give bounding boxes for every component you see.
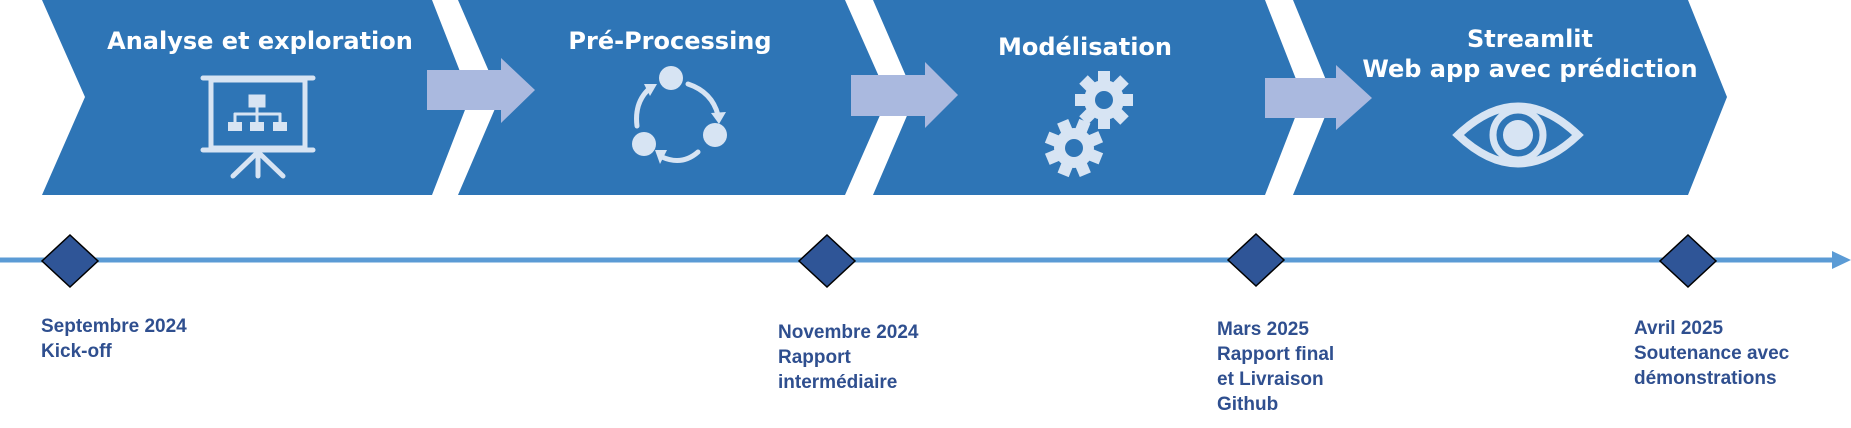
milestone-3-line-2: et Livraison bbox=[1217, 369, 1324, 390]
milestone-1-line-1: Kick-off bbox=[41, 341, 112, 362]
milestone-2-line-2: intermédiaire bbox=[778, 372, 898, 393]
phase-title-4-line2: Web app avec prédiction bbox=[1362, 55, 1698, 83]
phase-title-4: Streamlit Web app avec prédiction bbox=[1340, 24, 1720, 84]
milestone-2-date: Novembre 2024 bbox=[778, 322, 919, 343]
transition-arrow-2 bbox=[851, 62, 958, 128]
phase-title-2-text: Pré-Processing bbox=[568, 27, 772, 55]
cycle-icon bbox=[632, 66, 727, 164]
milestone-label-4: Avril 2025 Soutenance avec démonstration… bbox=[1634, 316, 1789, 391]
presentation-board-icon bbox=[200, 75, 316, 179]
phase-title-4-line1: Streamlit bbox=[1467, 25, 1593, 53]
phase-title-3: Modélisation bbox=[920, 32, 1250, 62]
milestone-3-line-3: Github bbox=[1217, 394, 1279, 415]
timeline-arrowhead bbox=[1832, 251, 1851, 269]
milestone-diamond-3 bbox=[1226, 232, 1286, 288]
gears-icon bbox=[1044, 71, 1133, 178]
phase-chevron-4 bbox=[1293, 0, 1727, 195]
milestone-label-2: Novembre 2024 Rapport intermédiaire bbox=[778, 320, 918, 395]
milestone-diamond-1 bbox=[40, 233, 100, 289]
phase-title-2: Pré-Processing bbox=[505, 26, 835, 56]
eye-icon bbox=[1452, 102, 1584, 168]
milestone-4-line-1: Soutenance avec bbox=[1634, 343, 1790, 364]
transition-arrow-1 bbox=[427, 58, 535, 123]
milestone-4-line-2: démonstrations bbox=[1634, 368, 1777, 389]
milestone-3-date: Mars 2025 bbox=[1217, 319, 1309, 340]
phase-chevron-2 bbox=[458, 0, 888, 195]
phase-title-1: Analyse et exploration bbox=[95, 26, 425, 56]
milestone-diamond-2 bbox=[797, 233, 857, 289]
phase-title-3-text: Modélisation bbox=[997, 33, 1173, 61]
milestone-diamond-4 bbox=[1658, 233, 1718, 289]
milestone-label-3: Mars 2025 Rapport final et Livraison Git… bbox=[1217, 317, 1334, 417]
milestone-4-date: Avril 2025 bbox=[1634, 318, 1724, 339]
milestone-3-line-1: Rapport final bbox=[1217, 344, 1335, 365]
milestone-2-line-1: Rapport bbox=[778, 347, 851, 368]
phase-title-1-text: Analyse et exploration bbox=[107, 27, 413, 55]
transition-arrow-3 bbox=[1265, 65, 1372, 130]
milestone-1-date: Septembre 2024 bbox=[41, 316, 187, 337]
milestone-label-1: Septembre 2024 Kick-off bbox=[41, 314, 187, 364]
